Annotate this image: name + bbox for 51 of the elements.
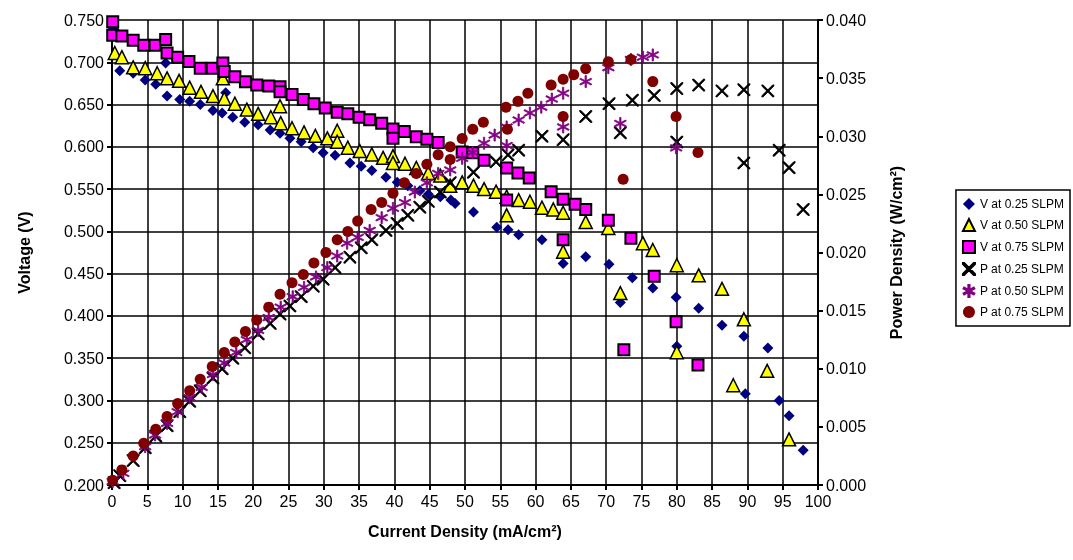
x-tick-label: 95 (773, 492, 792, 510)
y-tick-label: 0.650 (63, 96, 105, 114)
x-tick-label: 55 (491, 492, 510, 510)
x-tick-label: 20 (244, 492, 263, 510)
y-tick-label: 0.450 (63, 265, 105, 283)
y2-tick-label: 0.035 (826, 69, 867, 87)
x-tick-label: 10 (173, 492, 192, 510)
y-tick-label: 0.600 (63, 138, 105, 156)
y2-tick-label: 0.040 (826, 11, 867, 29)
y-tick-label: 0.700 (63, 53, 105, 71)
y-tick-label: 0.200 (63, 476, 105, 494)
y2-tick-label: 0.030 (826, 127, 867, 145)
x-tick-label: 45 (420, 492, 439, 510)
x-tick-label: 75 (632, 492, 651, 510)
y2-axis-title: Power Density (W/cm²) (887, 165, 905, 340)
x-tick-label: 90 (738, 492, 757, 510)
y2-tick-label: 0.020 (826, 244, 867, 261)
x-tick-label: 15 (209, 492, 227, 510)
x-tick-label: 70 (597, 492, 616, 510)
y-tick-label: 0.250 (63, 434, 105, 452)
x-tick-label: 0 (107, 492, 117, 510)
x-tick-label: 80 (667, 492, 686, 510)
x-tick-label: 35 (350, 492, 369, 510)
y-tick-label: 0.500 (63, 222, 105, 240)
x-tick-label: 60 (526, 492, 545, 510)
y2-tick-label: 0.005 (826, 418, 867, 436)
y2-tick-label: 0.000 (826, 476, 867, 494)
y2-tick-label: 0.015 (826, 302, 867, 320)
y-axis-title: Voltage (V) (15, 211, 33, 294)
y2-tick-label: 0.010 (826, 360, 867, 378)
x-tick-label: 65 (562, 492, 580, 510)
y-tick-label: 0.750 (63, 11, 105, 29)
x-tick-label: 100 (804, 492, 832, 510)
x-axis-title: Current Density (mA/cm²) (368, 522, 562, 540)
legend-label: V at 0.50 SLPM (979, 218, 1064, 232)
y-tick-label: 0.400 (63, 307, 105, 325)
legend-label: P at 0.25 SLPM (979, 262, 1064, 276)
x-tick-label: 30 (314, 492, 333, 510)
y-tick-label: 0.350 (63, 349, 105, 367)
legend-label: P at 0.75 SLPM (979, 305, 1064, 319)
x-tick-label: 85 (703, 492, 722, 510)
y2-tick-label: 0.025 (826, 185, 867, 203)
legend-label: V at 0.25 SLPM (979, 197, 1064, 211)
x-tick-label: 40 (385, 492, 404, 510)
legend-label: P at 0.50 SLPM (979, 284, 1064, 298)
y-tick-label: 0.550 (63, 180, 105, 198)
legend-label: V at 0.75 SLPM (979, 240, 1064, 254)
y-tick-label: 0.300 (63, 391, 105, 409)
x-tick-label: 50 (456, 492, 474, 510)
x-tick-label: 25 (279, 492, 298, 510)
x-tick-label: 5 (142, 492, 152, 510)
